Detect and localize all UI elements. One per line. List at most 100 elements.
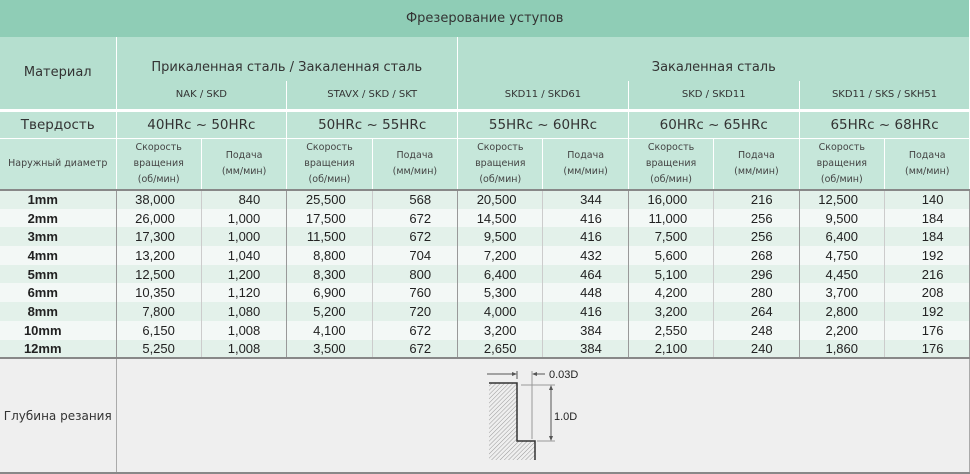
material-group: Прикаленная сталь / Закаленная сталь — [116, 37, 458, 81]
speed-header-line: (об/мин) — [287, 172, 371, 188]
speed-header-line: Скорость — [800, 140, 884, 156]
feed-cell: 720 — [372, 302, 457, 321]
feed-cell: 176 — [885, 340, 970, 359]
speed-cell: 11,000 — [628, 209, 713, 228]
feed-cell: 760 — [372, 283, 457, 302]
speed-cell: 1,860 — [799, 340, 884, 359]
feed-cell: 176 — [885, 321, 970, 340]
material-group: Закаленная сталь — [458, 37, 970, 81]
speed-cell: 5,100 — [628, 265, 713, 284]
feed-header-line: (мм/мин) — [202, 164, 286, 180]
feed-cell: 1,120 — [201, 283, 286, 302]
speed-cell: 13,200 — [116, 246, 201, 265]
material-grade: SKD11 / SKS / SKH51 — [799, 81, 970, 110]
diameter-cell: 3mm — [0, 227, 116, 246]
speed-cell: 2,100 — [628, 340, 713, 359]
feed-cell: 672 — [372, 209, 457, 228]
feed-cell: 384 — [543, 321, 628, 340]
speed-cell: 3,500 — [287, 340, 372, 359]
feed-cell: 672 — [372, 227, 457, 246]
feed-cell: 1,200 — [201, 265, 286, 284]
feed-cell: 672 — [372, 340, 457, 359]
diameter-cell: 5mm — [0, 265, 116, 284]
speed-cell: 12,500 — [799, 190, 884, 209]
speed-header-line: вращения — [458, 156, 542, 172]
speed-cell: 5,300 — [458, 283, 543, 302]
speed-cell: 25,500 — [287, 190, 372, 209]
feed-cell: 296 — [714, 265, 799, 284]
feed-cell: 840 — [201, 190, 286, 209]
feed-cell: 264 — [714, 302, 799, 321]
speed-cell: 16,000 — [628, 190, 713, 209]
speed-header-line: (об/мин) — [117, 172, 201, 188]
speed-cell: 5,600 — [628, 246, 713, 265]
feed-cell: 248 — [714, 321, 799, 340]
speed-cell: 4,750 — [799, 246, 884, 265]
feed-cell: 192 — [885, 246, 970, 265]
material-grade: NAK / SKD — [116, 81, 287, 110]
speed-cell: 20,500 — [458, 190, 543, 209]
feed-cell: 1,000 — [201, 209, 286, 228]
feed-cell: 1,040 — [201, 246, 286, 265]
feed-header-line: Подача — [373, 148, 457, 164]
feed-cell: 416 — [543, 209, 628, 228]
hardness-range: 40HRc ~ 50HRc — [116, 110, 287, 138]
speed-cell: 5,250 — [116, 340, 201, 359]
radial-depth-label: 0.03D — [549, 369, 578, 381]
feed-cell: 268 — [714, 246, 799, 265]
feed-cell: 1,000 — [201, 227, 286, 246]
feed-header: Подача(мм/мин) — [714, 138, 799, 190]
feed-cell: 568 — [372, 190, 457, 209]
feed-header-line: (мм/мин) — [373, 164, 457, 180]
feed-header: Подача(мм/мин) — [201, 138, 286, 190]
diameter-cell: 6mm — [0, 283, 116, 302]
speed-cell: 6,400 — [799, 227, 884, 246]
feed-cell: 1,008 — [201, 321, 286, 340]
speed-cell: 9,500 — [458, 227, 543, 246]
speed-cell: 17,300 — [116, 227, 201, 246]
feed-header: Подача(мм/мин) — [885, 138, 970, 190]
feed-cell: 192 — [885, 302, 970, 321]
speed-header-line: вращения — [287, 156, 371, 172]
material-grade: SKD11 / SKD61 — [458, 81, 629, 110]
speed-cell: 7,800 — [116, 302, 201, 321]
speed-cell: 3,200 — [628, 302, 713, 321]
depth-label: Глубина резания — [0, 358, 116, 473]
speed-header-line: Скорость — [629, 140, 713, 156]
speed-cell: 2,650 — [458, 340, 543, 359]
feed-cell: 416 — [543, 302, 628, 321]
feed-cell: 256 — [714, 209, 799, 228]
feed-cell: 216 — [885, 265, 970, 284]
feed-header-line: (мм/мин) — [885, 164, 969, 180]
speed-cell: 11,500 — [287, 227, 372, 246]
speed-cell: 4,000 — [458, 302, 543, 321]
diameter-label: Наружный диаметр — [0, 138, 116, 190]
speed-cell: 5,200 — [287, 302, 372, 321]
speed-cell: 8,800 — [287, 246, 372, 265]
speed-cell: 3,200 — [458, 321, 543, 340]
diameter-cell: 10mm — [0, 321, 116, 340]
speed-cell: 6,150 — [116, 321, 201, 340]
hardness-range: 60HRc ~ 65HRc — [628, 110, 799, 138]
speed-header-line: Скорость — [287, 140, 371, 156]
feed-cell: 464 — [543, 265, 628, 284]
speed-cell: 7,500 — [628, 227, 713, 246]
feed-cell: 416 — [543, 227, 628, 246]
speed-header-line: Скорость — [117, 140, 201, 156]
table-title: Фрезерование уступов — [0, 0, 970, 37]
speed-cell: 6,900 — [287, 283, 372, 302]
hardness-label: Твердость — [0, 110, 116, 138]
feed-cell: 240 — [714, 340, 799, 359]
feed-cell: 208 — [885, 283, 970, 302]
feed-cell: 216 — [714, 190, 799, 209]
speed-cell: 7,200 — [458, 246, 543, 265]
feed-cell: 344 — [543, 190, 628, 209]
speed-header-line: (об/мин) — [458, 172, 542, 188]
